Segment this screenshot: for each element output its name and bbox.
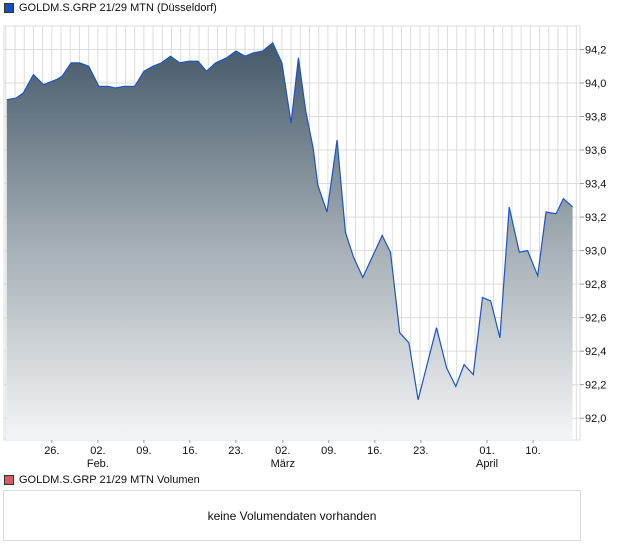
y-tick-label: 93,0 <box>585 246 606 258</box>
volume-panel: keine Volumendaten vorhanden <box>3 490 581 541</box>
y-tick-label: 92,8 <box>585 279 606 291</box>
y-tick-label: 93,6 <box>585 145 606 157</box>
volume-legend-label: GOLDM.S.GRP 21/29 MTN Volumen <box>19 474 200 486</box>
y-tick-label: 92,2 <box>585 380 606 392</box>
volume-empty-message: keine Volumendaten vorhanden <box>207 508 377 523</box>
y-tick-label: 93,2 <box>585 212 606 224</box>
price-chart: 92,0 92,2 92,4 92,6 92,8 93,0 93,2 93,4 93,6 93,8… <box>3 25 606 470</box>
price-legend-label: GOLDM.S.GRP 21/29 MTN (Düsseldorf) <box>19 2 217 14</box>
x-tick-label: 02. <box>275 445 290 457</box>
price-legend-swatch <box>4 3 14 13</box>
y-tick-label: 93,4 <box>585 179 606 191</box>
x-tick-label: 01. <box>479 445 494 457</box>
y-tick-label: 94,0 <box>585 78 606 90</box>
x-tick-label: 09. <box>136 445 151 457</box>
price-area <box>6 42 573 441</box>
x-tick-label: 23. <box>228 445 243 457</box>
price-line <box>6 41 574 400</box>
volume-legend: GOLDM.S.GRP 21/29 MTN Volumen <box>4 474 200 486</box>
x-tick-label: 02. <box>90 445 105 457</box>
x-tick-label: 10. <box>525 445 540 457</box>
x-month-label: März <box>271 458 295 470</box>
y-tick-label: 93,8 <box>585 112 606 124</box>
price-legend: GOLDM.S.GRP 21/29 MTN (Düsseldorf) <box>4 2 217 14</box>
x-month-label: Feb. <box>87 458 109 470</box>
x-month-label: April <box>476 458 498 470</box>
y-tick-label: 94,2 <box>585 44 606 56</box>
x-tick-label: 16. <box>182 445 197 457</box>
volume-legend-swatch <box>4 475 14 485</box>
x-tick-label: 09. <box>321 445 336 457</box>
y-tick-label: 92,0 <box>585 413 606 425</box>
x-tick-label: 26. <box>44 445 59 457</box>
x-tick-label: 23. <box>413 445 428 457</box>
y-tick-label: 92,4 <box>585 346 606 358</box>
y-tick-label: 92,6 <box>585 313 606 325</box>
x-tick-label: 16. <box>367 445 382 457</box>
